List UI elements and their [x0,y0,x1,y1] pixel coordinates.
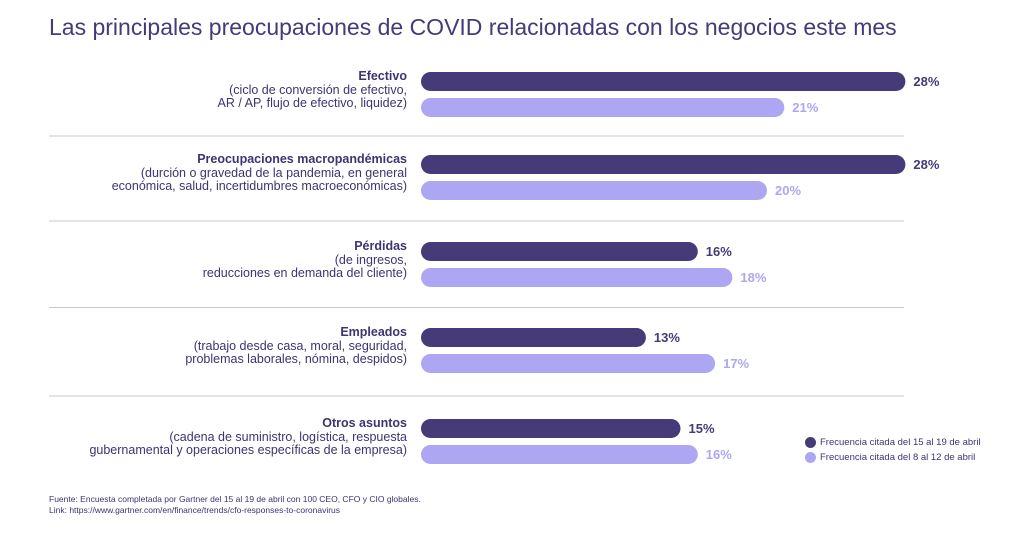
data-label: 20% [775,183,801,198]
legend-item-series-1: Frecuencia citada del 15 al 19 de abril [805,437,981,448]
category-detail: problemas laborales, nómina, despidos) [185,352,407,366]
category-name: Preocupaciones macropandémicas [197,152,407,166]
data-label: 15% [689,421,715,436]
category-label: Pérdidas (de ingresos, reducciones en dema… [202,239,407,281]
data-label: 18% [740,270,766,285]
category-name: Pérdidas [354,239,407,253]
legend-dot-icon [805,452,816,463]
category-detail: gubernamental y operaciones específicas … [89,443,407,457]
bar [421,242,698,261]
bar [421,98,785,117]
bar [421,445,698,464]
category-detail: (de ingresos, [334,252,407,267]
category-name: Otros asuntos [322,416,407,430]
bar [421,354,716,373]
category-detail: (trabajo desde casa, moral, seguridad, [193,338,407,353]
footer-source: Fuente: Encuesta completada por Gartner … [49,494,421,504]
footer: Fuente: Encuesta completada por Gartner … [49,494,421,516]
bar [421,155,906,174]
data-label: 28% [913,74,939,89]
category-label: Otros asuntos (cadena de suministro, logí… [89,416,407,458]
category-detail: económica, salud, incertidumbres macroec… [111,179,407,193]
data-label: 16% [706,447,732,462]
bar [421,419,681,438]
data-label: 28% [913,157,939,172]
legend-dot-icon [805,437,816,448]
category-detail: (ciclo de conversión de efectivo, [229,82,407,97]
bar [421,72,906,91]
category-label: Efectivo (ciclo de conversión de efectivo… [217,69,407,111]
category-name: Efectivo [358,69,407,83]
bar [421,328,646,347]
data-label: 17% [723,356,749,371]
legend-label: Frecuencia citada del 15 al 19 de abril [820,437,981,448]
category-label: Empleados (trabajo desde casa, moral, seg… [185,325,407,367]
chart-title: Las principales preocupaciones de COVID … [49,14,897,40]
category-label: Preocupaciones macropandémicas (durción o… [111,152,407,194]
category-detail: (durción o gravedad de la pandemia, en g… [140,165,407,180]
footer-link[interactable]: Link: https://www.gartner.com/en/finance… [49,505,341,515]
category-detail: (cadena de suministro, logística, respue… [169,429,407,444]
category-detail: AR / AP, flujo de efectivo, liquidez) [217,96,407,110]
category-name: Empleados [340,325,407,339]
bar [421,181,767,200]
data-label: 21% [792,100,818,115]
category-detail: reducciones en demanda del cliente) [202,266,407,280]
bar [421,268,733,287]
data-label: 16% [706,244,732,259]
data-label: 13% [654,330,680,345]
legend-item-series-2: Frecuencia citada del 8 al 12 de abril [805,452,975,463]
legend-label: Frecuencia citada del 8 al 12 de abril [820,452,976,463]
